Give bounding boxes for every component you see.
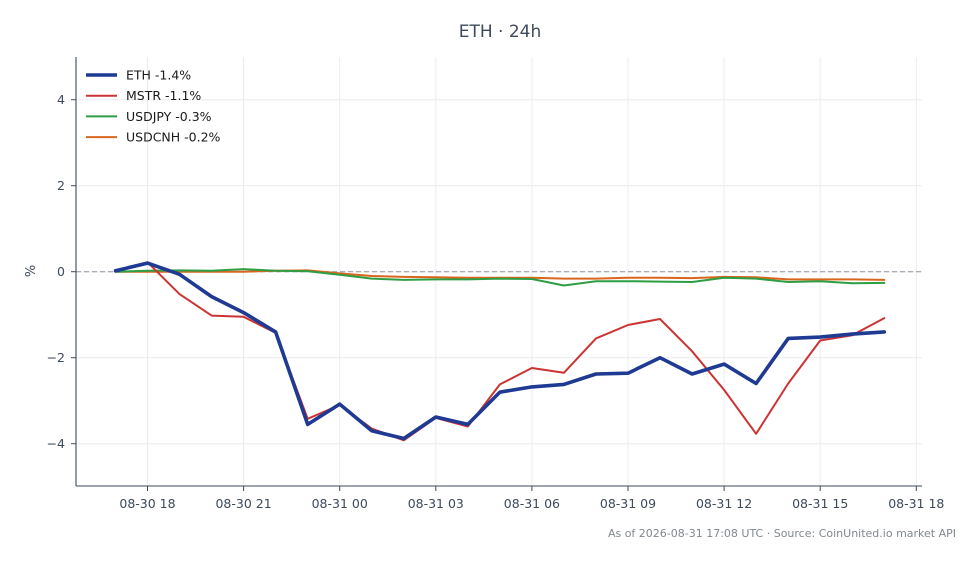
x-tick-label: 08-31 12 — [696, 496, 752, 511]
series-line-mstr — [114, 261, 886, 442]
series-line-usdjpy — [114, 268, 886, 287]
x-tick-label: 08-31 09 — [600, 496, 656, 511]
footer-note: As of 2026-08-31 17:08 UTC · Source: Coi… — [608, 527, 956, 540]
x-tick-label: 08-31 18 — [888, 496, 944, 511]
legend-label: USDCNH -0.2% — [126, 130, 221, 145]
y-tick-label: 2 — [57, 178, 65, 193]
y-tick-label: −2 — [47, 350, 65, 365]
y-ticks: 4 2 0 −2 −4 — [47, 92, 76, 451]
series-lines — [113, 261, 887, 442]
y-tick-label: 0 — [57, 264, 65, 279]
series-line-eth — [113, 261, 887, 441]
x-ticks: 08-30 18 08-30 21 08-31 00 08-31 03 08-31 06… — [119, 486, 944, 511]
x-tick-label: 08-31 00 — [312, 496, 368, 511]
legend-label: USDJPY -0.3% — [126, 109, 212, 124]
legend: ETH -1.4% MSTR -1.1% USDJPY -0.3% USDCNH -0… — [86, 68, 221, 145]
legend-label: ETH -1.4% — [126, 68, 191, 83]
y-axis-label: % — [24, 265, 39, 277]
x-tick-label: 08-31 15 — [792, 496, 848, 511]
y-tick-label: 4 — [57, 92, 65, 107]
y-tick-label: −4 — [47, 436, 65, 451]
x-tick-label: 08-31 03 — [408, 496, 464, 511]
x-tick-label: 08-30 18 — [119, 496, 175, 511]
x-tick-label: 08-30 21 — [215, 496, 271, 511]
chart-title: ETH · 24h — [459, 22, 542, 42]
x-tick-label: 08-31 06 — [504, 496, 560, 511]
legend-label: MSTR -1.1% — [126, 88, 201, 103]
